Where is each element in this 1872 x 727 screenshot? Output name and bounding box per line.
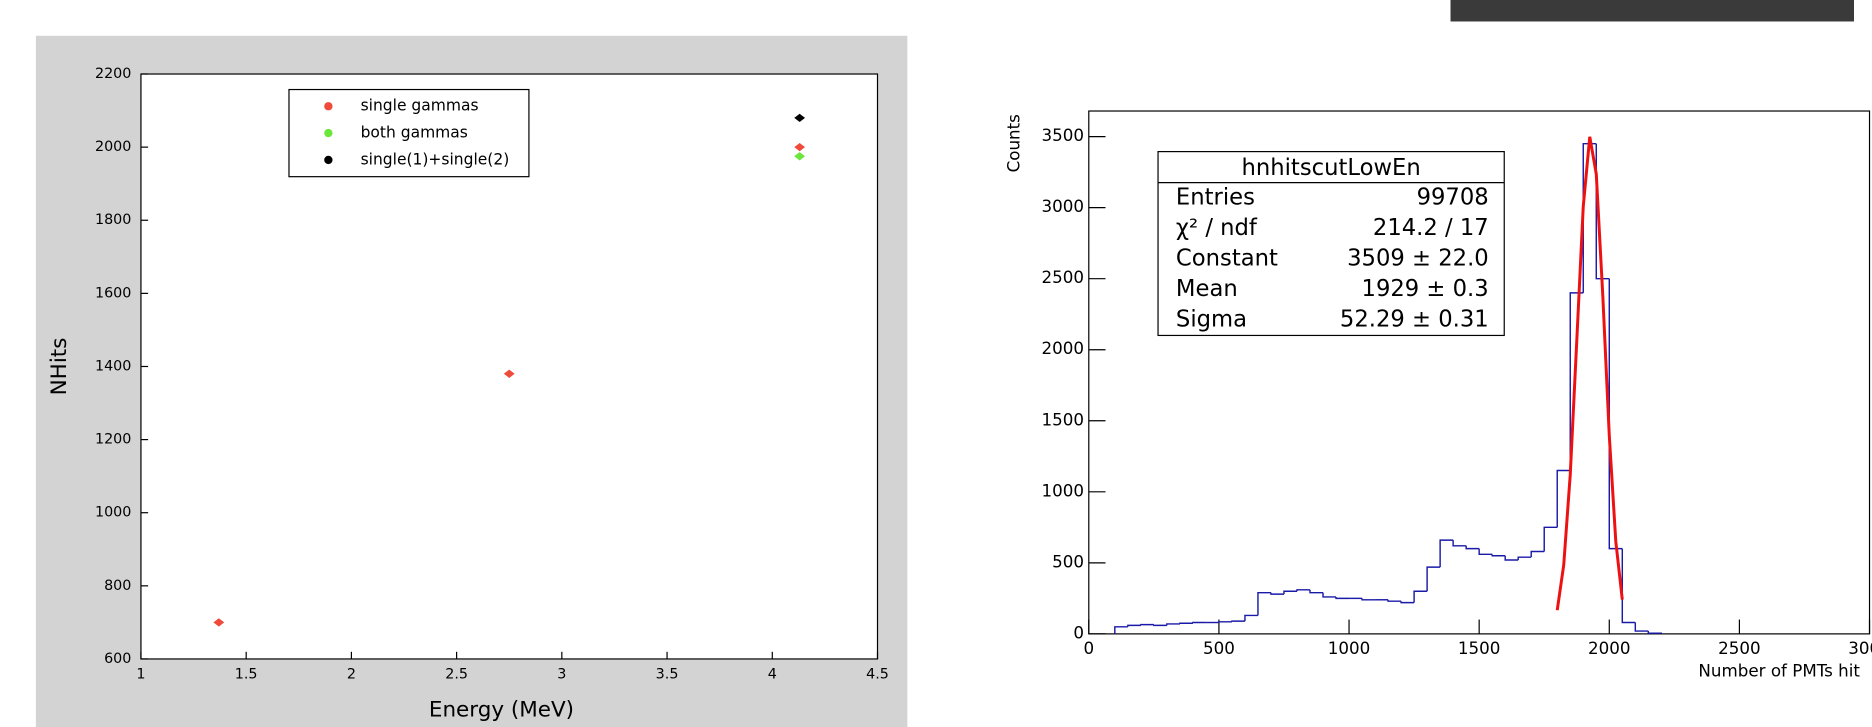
histogram-bin	[1622, 549, 1635, 623]
y-tick-label: 1200	[95, 432, 131, 448]
x-tick-label: 2000	[1588, 638, 1631, 658]
y-tick-label: 3000	[1042, 196, 1085, 216]
histogram-bin	[1440, 540, 1453, 567]
y-tick-label: 2500	[1042, 267, 1085, 287]
y-tick-label: 2000	[1042, 338, 1085, 358]
x-tick-label: 3000	[1848, 638, 1872, 658]
histogram-bin	[1271, 593, 1284, 594]
histogram-bin	[1115, 627, 1128, 634]
y-axis-label: NHits	[47, 338, 72, 396]
y-axis-label: Counts	[1003, 114, 1023, 172]
histogram-bin	[1141, 625, 1154, 626]
x-tick-label: 1500	[1458, 638, 1501, 658]
histogram-bin	[1518, 557, 1531, 560]
histogram-bin	[1401, 601, 1414, 602]
histogram-bin	[1336, 597, 1349, 598]
stats-value: 214.2 / 17	[1373, 215, 1489, 241]
histogram-bin	[1323, 593, 1336, 597]
histogram-bin	[1284, 591, 1297, 594]
x-tick-label: 2500	[1718, 638, 1761, 658]
stats-value: 52.29 ± 0.31	[1340, 306, 1489, 332]
x-tick-label: 2.5	[445, 666, 468, 682]
x-tick-label: 1.5	[235, 666, 258, 682]
histogram-bin	[1505, 556, 1518, 560]
histogram-bin	[1388, 600, 1401, 601]
x-axis-label: Number of PMTs hit	[1698, 661, 1860, 681]
screenshot: Energy (MeV) NHits Number of PMTs hit Co…	[0, 0, 1872, 727]
y-tick-label: 1000	[95, 505, 131, 521]
y-tick-label: 2200	[95, 66, 131, 82]
histogram-bin	[1245, 615, 1258, 621]
histogram-bin	[1544, 527, 1557, 551]
y-tick-label: 1600	[95, 285, 131, 301]
stats-label: Sigma	[1176, 306, 1247, 332]
x-tick-label: 0	[1083, 638, 1094, 658]
histogram-bin	[1167, 624, 1180, 625]
histogram-bin	[1232, 621, 1245, 622]
legend-marker	[324, 156, 332, 164]
stats-value: 1929 ± 0.3	[1362, 276, 1489, 302]
y-tick-label: 0	[1073, 622, 1084, 642]
page: {"chart_data": [ {"type": "scatter", "xl…	[0, 0, 1872, 727]
histogram-bin	[1362, 598, 1375, 599]
x-tick-label: 1	[136, 666, 145, 682]
x-tick-label: 2	[347, 666, 356, 682]
histogram-bin	[1193, 623, 1206, 624]
histogram-bin	[1427, 567, 1440, 591]
histogram-bin	[1258, 593, 1271, 616]
stats-title: hnhitscutLowEn	[1242, 155, 1421, 181]
y-tick-label: 1000	[1042, 480, 1085, 500]
histogram-bin	[1492, 554, 1505, 555]
histogram-bin	[1219, 622, 1232, 623]
stats-value: 99708	[1417, 185, 1489, 211]
x-tick-label: 4.5	[866, 666, 889, 682]
x-tick-label: 3.5	[656, 666, 679, 682]
histogram-bin	[1648, 631, 1661, 634]
x-tick-label: 4	[768, 666, 777, 682]
dark-strip	[1451, 0, 1854, 21]
stats-label: χ² / ndf	[1176, 215, 1258, 241]
legend-label: both gammas	[361, 124, 468, 142]
histogram-bin	[1154, 625, 1167, 626]
legend-marker	[324, 129, 332, 137]
histogram-bin	[1479, 549, 1492, 555]
histogram-bin	[1297, 590, 1310, 591]
histogram-bin	[1531, 551, 1544, 557]
y-tick-label: 500	[1052, 551, 1084, 571]
histogram-bin	[1635, 623, 1648, 632]
histogram-bin	[1180, 623, 1193, 624]
histogram-bin	[1609, 279, 1622, 549]
y-tick-label: 600	[104, 651, 131, 667]
y-tick-label: 1800	[95, 212, 131, 228]
stats-label: Mean	[1176, 276, 1238, 302]
stats-label: Entries	[1176, 185, 1255, 211]
histogram-bin	[1453, 540, 1466, 546]
y-tick-label: 2000	[95, 139, 131, 155]
x-tick-label: 1000	[1328, 638, 1371, 658]
legend-label: single(1)+single(2)	[361, 150, 510, 168]
x-axis-label: Energy (MeV)	[429, 697, 574, 722]
histogram-bin	[1414, 591, 1427, 602]
y-tick-label: 800	[104, 578, 131, 594]
stats-value: 3509 ± 22.0	[1347, 246, 1489, 272]
histogram-bin	[1310, 590, 1323, 593]
y-tick-label: 1500	[1042, 409, 1085, 429]
fit-curve	[1557, 137, 1622, 610]
x-tick-label: 500	[1203, 638, 1235, 658]
y-tick-label: 3500	[1042, 125, 1085, 145]
legend-marker	[324, 102, 332, 110]
y-tick-label: 1400	[95, 358, 131, 374]
histogram-bin	[1128, 625, 1141, 626]
stats-label: Constant	[1176, 246, 1278, 272]
histogram-bin	[1466, 546, 1479, 549]
x-tick-label: 3	[557, 666, 566, 682]
legend-label: single gammas	[361, 97, 479, 115]
